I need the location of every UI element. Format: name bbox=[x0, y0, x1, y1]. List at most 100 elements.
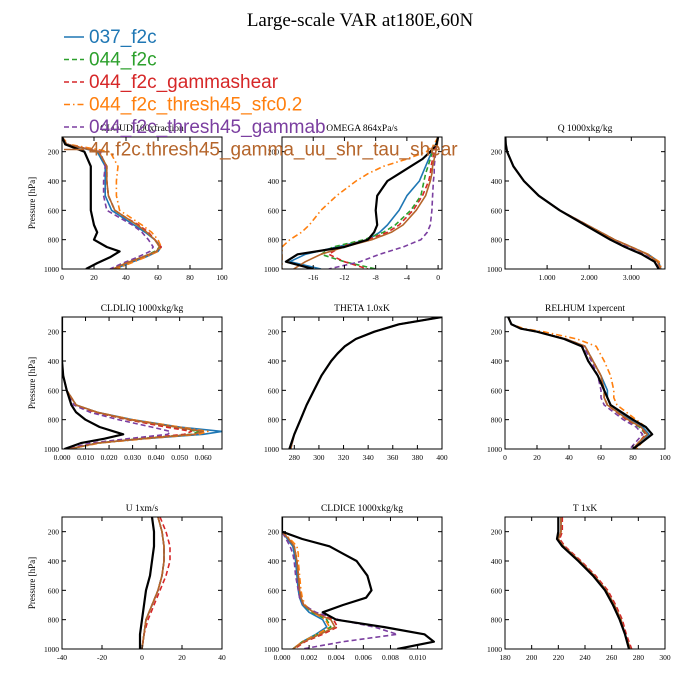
series-line-s037 bbox=[289, 317, 442, 449]
panel-frame bbox=[504, 136, 666, 270]
panel-series bbox=[282, 137, 440, 269]
x-tick-label: 0.060 bbox=[195, 453, 212, 462]
panel-5: 200 400 600 800 1000 280 300 320 340 360 380 400 THE… bbox=[264, 304, 448, 462]
series-line-obs bbox=[288, 317, 442, 449]
y-tick-label: 400 bbox=[48, 557, 60, 566]
x-tick-label: 0.000 bbox=[54, 453, 71, 462]
panel-series bbox=[282, 517, 435, 649]
y-tick-label: 400 bbox=[268, 357, 280, 366]
series-line-s044 bbox=[507, 317, 647, 449]
x-tick-label: 0 bbox=[60, 273, 64, 282]
panel-series bbox=[62, 137, 162, 269]
series-line-s044 bbox=[557, 517, 632, 649]
y-tick-label: 800 bbox=[48, 616, 60, 625]
legend-item: 044_f2c_gammashear bbox=[64, 72, 279, 93]
panel-series bbox=[505, 137, 663, 269]
series-line-gammab bbox=[557, 517, 632, 649]
x-tick-label: 1.000 bbox=[539, 273, 556, 282]
panel-title: CLOUD 100xfraction bbox=[100, 123, 184, 134]
y-tick-label: 600 bbox=[48, 386, 60, 395]
panel-7: 200 400 600 800 1000-40 -20 0 20 40 U 1xm/s Pressu… bbox=[27, 504, 226, 662]
x-tick-label: 240 bbox=[579, 653, 591, 662]
x-tick-label: 0.050 bbox=[171, 453, 188, 462]
panel-title: CLDLIQ 1000xkg/kg bbox=[101, 304, 184, 314]
y-tick-label: 600 bbox=[268, 386, 280, 395]
y-tick-label: 200 bbox=[268, 528, 280, 537]
panel-series bbox=[62, 317, 222, 449]
panel-title: CLDICE 1000xkg/kg bbox=[321, 504, 403, 514]
x-tick-label: 260 bbox=[606, 653, 618, 662]
y-tick-label: 1000 bbox=[264, 445, 279, 454]
x-tick-label: 80 bbox=[186, 273, 194, 282]
series-line-uushr bbox=[289, 317, 442, 449]
y-tick-label: 800 bbox=[48, 416, 60, 425]
x-tick-label: -12 bbox=[339, 273, 349, 282]
series-line-obs bbox=[555, 517, 631, 649]
x-tick-label: 60 bbox=[597, 453, 605, 462]
series-line-gammashear bbox=[289, 317, 442, 449]
y-tick-label: 200 bbox=[48, 528, 60, 537]
x-tick-label: 0.000 bbox=[274, 653, 291, 662]
legend-item: 044_f2c_thresh45_gammab bbox=[64, 117, 326, 138]
series-line-gammashear bbox=[141, 517, 171, 649]
series-line-uushr bbox=[62, 137, 161, 269]
y-tick-label: 400 bbox=[491, 557, 503, 566]
series-line-gammab bbox=[289, 317, 442, 449]
y-tick-label: 800 bbox=[491, 616, 503, 625]
x-tick-label: 320 bbox=[338, 453, 350, 462]
legend-label: 044_f2c bbox=[89, 50, 157, 71]
series-line-uushr bbox=[505, 137, 662, 269]
y-tick-label: 1000 bbox=[487, 265, 502, 274]
x-tick-label: 20 bbox=[178, 653, 186, 662]
series-line-gammashear bbox=[558, 517, 633, 649]
y-tick-label: 1000 bbox=[44, 445, 59, 454]
y-tick-label: 200 bbox=[48, 328, 60, 337]
x-tick-label: 300 bbox=[659, 653, 671, 662]
y-tick-label: 200 bbox=[268, 148, 280, 157]
x-tick-label: 0.010 bbox=[409, 653, 426, 662]
x-tick-label: 0.010 bbox=[77, 453, 94, 462]
series-line-gammab bbox=[282, 517, 399, 649]
y-tick-label: 200 bbox=[491, 328, 503, 337]
y-tick-label: 1000 bbox=[264, 645, 279, 654]
series-line-obs bbox=[284, 137, 440, 269]
x-tick-label: 0.020 bbox=[101, 453, 118, 462]
panel-frame bbox=[281, 316, 443, 450]
legend-item: 44.f2c.thresh45_gamma_uu_shr_tau_shear bbox=[64, 140, 458, 161]
x-tick-label: -4 bbox=[404, 273, 410, 282]
legend-label: 044_f2c_gammashear bbox=[89, 72, 279, 93]
panel-2: 200 400 600 800 1000 -16 -12 -8 -4 0 OMEGA 864xPa/… bbox=[264, 124, 443, 282]
x-tick-label: 40 bbox=[565, 453, 573, 462]
panel-frame bbox=[281, 136, 443, 270]
y-axis-label: Pressure [hPa] bbox=[27, 557, 37, 609]
panel-3: 200 400 600 800 1000 1.000 2.000 3.000 Q 1000xkg… bbox=[487, 124, 666, 282]
x-tick-label: -16 bbox=[308, 273, 318, 282]
y-axis-label: Pressure [hPa] bbox=[27, 177, 37, 229]
x-tick-label: 360 bbox=[387, 453, 399, 462]
series-line-s037 bbox=[62, 317, 222, 449]
x-tick-label: 0.030 bbox=[124, 453, 141, 462]
x-tick-label: 60 bbox=[154, 273, 162, 282]
y-tick-label: 200 bbox=[268, 328, 280, 337]
panel-title: OMEGA 864xPa/s bbox=[326, 124, 398, 134]
legend: 037_f2c044_f2c044_f2c_gammashear044_f2c_… bbox=[64, 27, 458, 161]
y-tick-label: 1000 bbox=[487, 645, 502, 654]
y-tick-label: 1000 bbox=[44, 265, 59, 274]
legend-label: 044_f2c_thresh45_gammab bbox=[89, 117, 326, 138]
series-line-gammab bbox=[62, 317, 171, 449]
panel-title: T 1xK bbox=[573, 504, 598, 514]
y-tick-label: 600 bbox=[268, 586, 280, 595]
x-tick-label: 0.006 bbox=[355, 653, 372, 662]
series-line-obs bbox=[62, 317, 125, 449]
y-tick-label: 400 bbox=[48, 357, 60, 366]
panel-frame bbox=[504, 516, 666, 650]
x-tick-label: 20 bbox=[90, 273, 98, 282]
x-tick-label: 80 bbox=[629, 453, 637, 462]
series-line-uushr bbox=[557, 517, 632, 649]
series-line-s037 bbox=[62, 137, 162, 269]
series-line-obs bbox=[62, 137, 121, 269]
